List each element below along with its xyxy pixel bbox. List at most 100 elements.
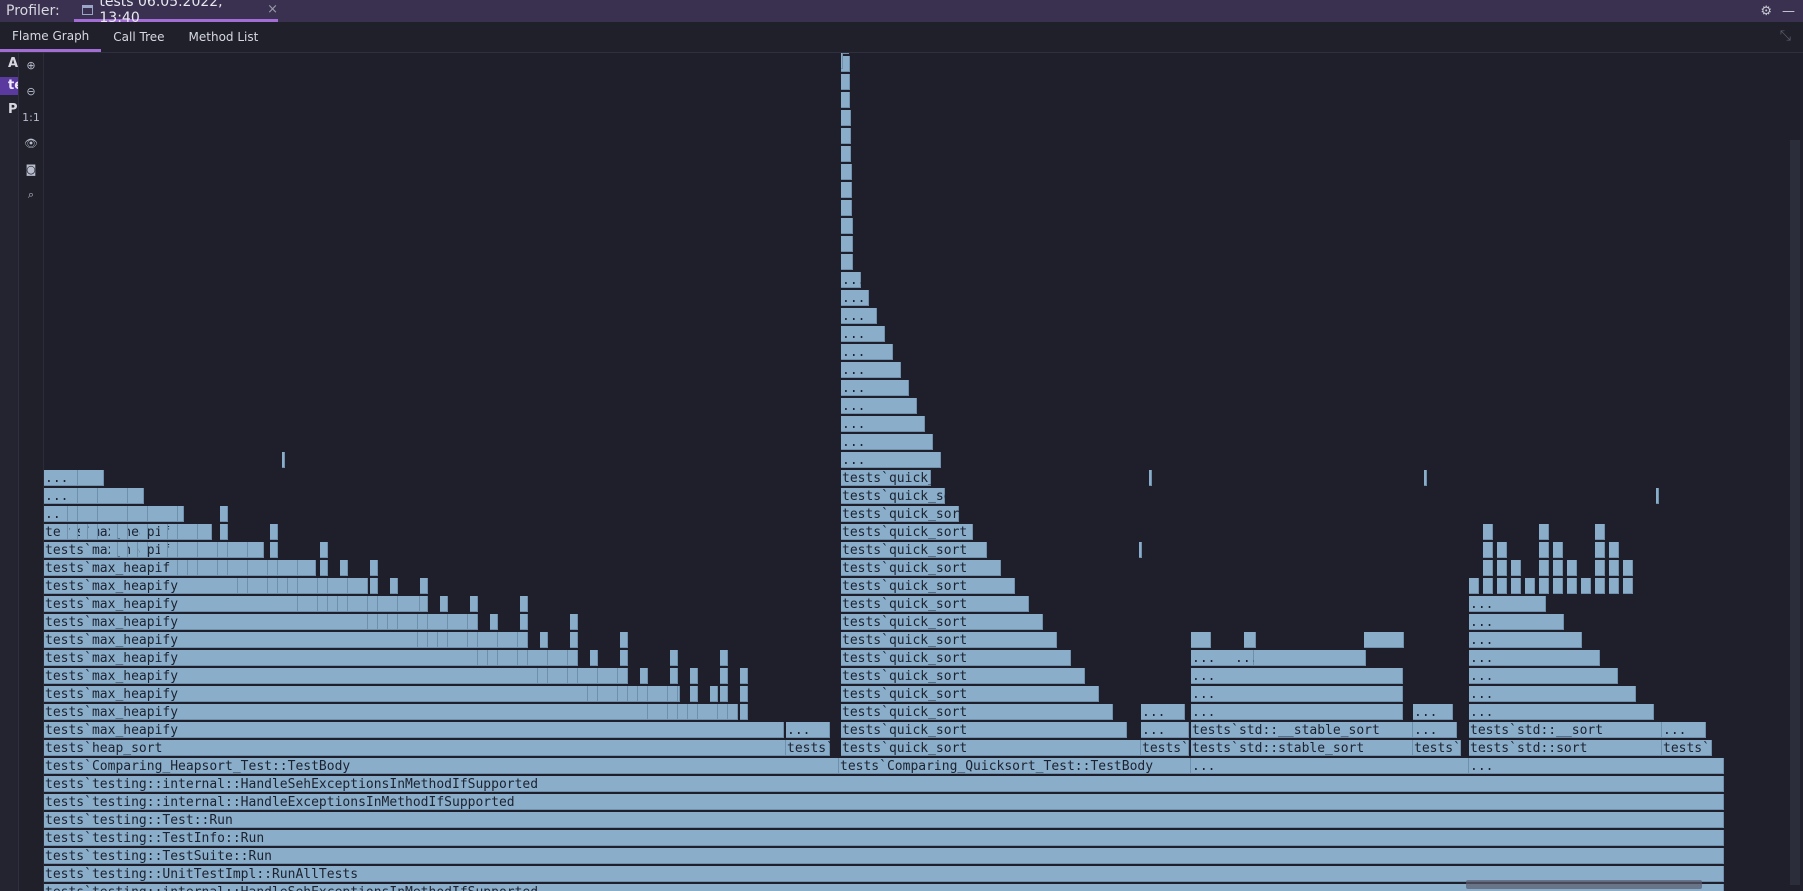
flame-frame-max-heapify[interactable]: tests`max_heapify xyxy=(44,722,784,738)
collapse-icon[interactable]: ⤡ xyxy=(1779,28,1791,44)
flame-frame-heap-leaf[interactable] xyxy=(620,686,628,702)
flame-frame-stdsort-leaf[interactable] xyxy=(1595,524,1605,540)
flame-frame-heap-leaf[interactable] xyxy=(170,560,178,576)
flame-frame-heap-leaf[interactable] xyxy=(60,524,68,540)
profiler-session-tab[interactable]: tests 06.05.2022, 13:40 × xyxy=(74,0,278,26)
flame-frame-heap-sibling[interactable]: tests` xyxy=(786,740,830,756)
flame-frame-heap-leaf[interactable] xyxy=(470,632,478,648)
flame-frame-heap-leaf[interactable] xyxy=(570,614,578,630)
flame-frame-heap-leaf[interactable] xyxy=(420,596,428,612)
flame-frame-quick-ellipsis[interactable]: ... xyxy=(841,452,941,468)
flame-frame-heap-leaf[interactable] xyxy=(660,686,668,702)
flame-frame-stdsort-leaf[interactable] xyxy=(1511,560,1521,576)
flame-frame-heap-leaf[interactable] xyxy=(220,542,228,558)
flame-frame-stable-spike[interactable] xyxy=(1424,470,1427,486)
flame-frame-quick-spike[interactable] xyxy=(1139,542,1142,558)
flame-frame-heap-leaf[interactable] xyxy=(490,632,498,648)
flame-frame-stdsort-leaf[interactable] xyxy=(1595,560,1605,576)
flame-frame-heap-leaf[interactable] xyxy=(340,596,348,612)
flame-frame-max-heapify[interactable]: tests`max_heapify xyxy=(44,668,628,684)
flame-frame-stdsort-leaf[interactable] xyxy=(1469,578,1479,594)
flame-frame-quick-ellipsis[interactable]: ... xyxy=(841,308,877,324)
flame-frame-heap-leaf[interactable] xyxy=(620,632,628,648)
flame-frame-heap-leaf[interactable] xyxy=(160,542,168,558)
flame-frame-stable-ellipsis[interactable]: ... xyxy=(1234,650,1254,666)
flame-frame-heap-leaf[interactable] xyxy=(540,650,548,666)
flame-frame-heap-leaf[interactable] xyxy=(520,650,528,666)
flame-frame-stdsort-leaf[interactable] xyxy=(1609,578,1619,594)
flame-frame-quick-sort[interactable]: tests`quick_sort xyxy=(841,704,1113,720)
flame-frame-heap-leaf[interactable] xyxy=(710,686,718,702)
tab-call-tree[interactable]: Call Tree xyxy=(113,30,165,44)
flame-frame-heap-leaf[interactable] xyxy=(740,704,748,720)
flame-frame-heap-leaf[interactable] xyxy=(80,524,88,540)
flame-frame-heap-leaf[interactable] xyxy=(570,668,578,684)
flame-frame-quicksort-root[interactable]: tests`Comparing_Quicksort_Test::TestBody xyxy=(839,758,1191,774)
camera-icon[interactable]: ◙ xyxy=(25,162,37,176)
flame-frame-heap-leaf[interactable] xyxy=(370,614,378,630)
flame-frame-heap-leaf[interactable] xyxy=(320,542,328,558)
flame-frame-heap-leaf[interactable] xyxy=(270,578,278,594)
flame-frame-base[interactable]: tests`testing::Test::Run xyxy=(44,812,1724,828)
flame-frame-stable-leaf[interactable] xyxy=(1364,632,1404,648)
flame-frame-heap-leaf[interactable] xyxy=(360,596,368,612)
flame-frame-heap-spike[interactable] xyxy=(282,452,285,468)
flame-frame-heap-leaf[interactable] xyxy=(140,524,148,540)
flame-frame-heap-leaf[interactable] xyxy=(120,506,128,522)
flame-frame-heap-leaf[interactable] xyxy=(480,650,488,666)
flame-frame-quick-leaf[interactable] xyxy=(841,74,850,90)
flame-frame-base[interactable]: tests`testing::TestSuite::Run xyxy=(44,848,1724,864)
flame-frame-heap-leaf[interactable] xyxy=(310,596,318,612)
flame-frame-stdsort-leaf[interactable] xyxy=(1567,560,1577,576)
flame-frame-stable-sibling[interactable]: tests` xyxy=(1413,740,1461,756)
flame-frame-quick-ellipsis[interactable]: ... xyxy=(841,272,861,288)
flame-frame-heap-leaf[interactable] xyxy=(180,560,188,576)
flame-frame-heap-leaf[interactable] xyxy=(530,668,538,684)
flame-frame-quick-ellipsis[interactable]: ... xyxy=(841,380,909,396)
flame-frame-stdsort-ellipsis[interactable]: ... xyxy=(1469,686,1636,702)
flame-frame-quick-ellipsis[interactable]: ... xyxy=(841,290,869,306)
flame-frame-quick-sibling[interactable]: tests` xyxy=(1141,740,1189,756)
flame-frame-heap-leaf[interactable] xyxy=(340,578,348,594)
flame-frame-heap-leaf[interactable] xyxy=(670,668,678,684)
flame-frame-heap-leaf[interactable] xyxy=(440,596,448,612)
flame-frame-heap-leaf[interactable] xyxy=(520,614,528,630)
flame-frame-quick-leaf[interactable] xyxy=(841,128,851,144)
flame-frame-heap-leaf[interactable] xyxy=(670,686,678,702)
minimize-icon[interactable]: — xyxy=(1782,3,1795,19)
zoom-out-icon[interactable]: ⊖ xyxy=(26,84,36,98)
flame-frame-stdsort-leaf[interactable] xyxy=(1623,578,1633,594)
flame-frame-stdsort-ellipsis[interactable]: ... xyxy=(1469,668,1618,684)
flame-frame-stdsort-leaf[interactable] xyxy=(1483,524,1493,540)
tab-flame-graph[interactable]: Flame Graph xyxy=(0,22,102,52)
flame-frame-heap-leaf[interactable] xyxy=(690,686,698,702)
flame-frame-quick-sort[interactable]: tests`quick_sort xyxy=(841,596,1029,612)
flame-frame-stdsort-leaf[interactable] xyxy=(1525,578,1535,594)
flame-frame-stdsort-ellipsis[interactable]: ... xyxy=(1469,704,1654,720)
flame-frame-quick-ellipsis[interactable]: ... xyxy=(1141,722,1189,738)
flame-frame-stdsort-leaf[interactable] xyxy=(1595,542,1605,558)
flame-frame-base[interactable]: tests`testing::internal::HandleSehExcept… xyxy=(44,884,1724,891)
flame-frame-base[interactable]: tests`testing::internal::HandleException… xyxy=(44,794,1724,810)
flame-frame-heap-leaf[interactable] xyxy=(540,668,548,684)
flame-frame-quick-sort[interactable]: tests`quick_sort xyxy=(841,488,945,504)
actual-size-icon[interactable]: 1:1 xyxy=(22,110,40,124)
flame-frame-max-heapify[interactable]: tests`max_heapify xyxy=(44,704,732,720)
flame-frame-heap-leaf[interactable] xyxy=(610,686,618,702)
flame-frame-heap-leaf[interactable] xyxy=(130,542,138,558)
flame-frame-heap-leaf[interactable] xyxy=(70,488,78,504)
flame-frame-heap-ellipsis[interactable]: ... xyxy=(786,722,830,738)
flame-frame-heap-leaf[interactable] xyxy=(430,632,438,648)
flame-frame-quick-leaf[interactable] xyxy=(841,236,853,252)
flame-frame-heap-leaf[interactable] xyxy=(270,560,278,576)
flame-frame-stdsort-leaf[interactable] xyxy=(1483,560,1493,576)
flame-frame-heap-leaf[interactable] xyxy=(260,560,268,576)
flame-frame-heap-leaf[interactable] xyxy=(70,470,78,486)
flame-frame-heap-leaf[interactable] xyxy=(340,560,348,576)
flame-frame-quick-leaf[interactable] xyxy=(841,110,851,126)
flame-frame-heap-leaf[interactable] xyxy=(590,650,598,666)
flame-frame-quick-sort[interactable]: tests`quick_sort xyxy=(841,740,1141,756)
flame-frame-max-heapify[interactable]: tests`max_heapify xyxy=(44,632,524,648)
flame-frame-max-heapify[interactable]: tests`max_heapify xyxy=(44,686,680,702)
flame-frame-std-stable-sort-inner[interactable]: tests`std::__stable_sort xyxy=(1191,722,1413,738)
